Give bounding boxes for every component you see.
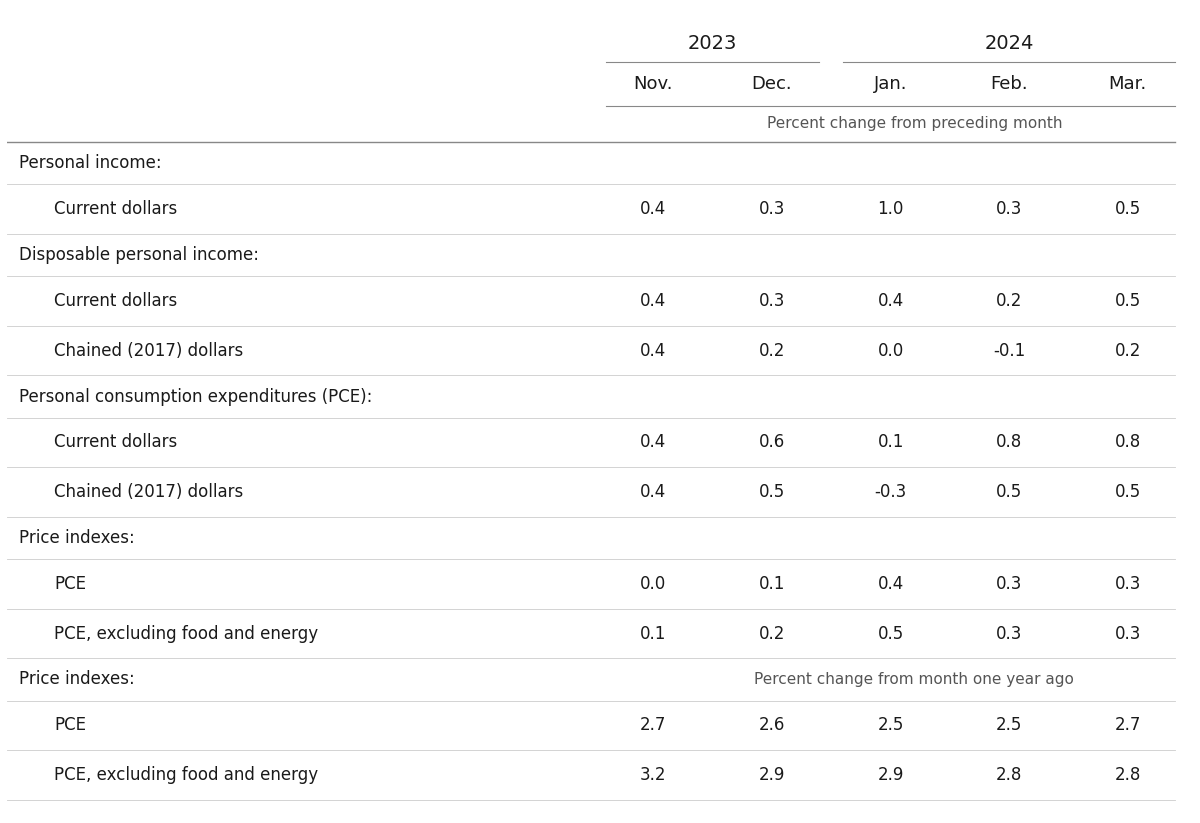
Text: 0.3: 0.3 [996, 625, 1022, 643]
Text: 0.4: 0.4 [641, 434, 666, 452]
Text: 0.3: 0.3 [1115, 575, 1141, 593]
Text: 3.2: 3.2 [640, 766, 667, 784]
Text: 0.4: 0.4 [877, 292, 904, 310]
Text: 0.5: 0.5 [1115, 292, 1141, 310]
Text: 0.1: 0.1 [877, 434, 904, 452]
Text: 0.3: 0.3 [996, 575, 1022, 593]
Text: 0.5: 0.5 [996, 483, 1022, 501]
Text: PCE, excluding food and energy: PCE, excluding food and energy [54, 625, 318, 643]
Text: PCE: PCE [54, 716, 86, 734]
Text: 0.2: 0.2 [1115, 342, 1141, 360]
Text: 2.8: 2.8 [996, 766, 1022, 784]
Text: 0.8: 0.8 [1115, 434, 1141, 452]
Text: Price indexes:: Price indexes: [19, 529, 134, 547]
Text: Personal consumption expenditures (PCE):: Personal consumption expenditures (PCE): [19, 388, 372, 406]
Text: 0.5: 0.5 [877, 625, 904, 643]
Text: 0.8: 0.8 [996, 434, 1022, 452]
Text: 0.1: 0.1 [640, 625, 666, 643]
Text: 2.8: 2.8 [1115, 766, 1141, 784]
Text: 2024: 2024 [984, 34, 1034, 53]
Text: 2.9: 2.9 [758, 766, 785, 784]
Text: 0.2: 0.2 [758, 625, 785, 643]
Text: 0.0: 0.0 [641, 575, 666, 593]
Text: Jan.: Jan. [874, 75, 907, 93]
Text: PCE, excluding food and energy: PCE, excluding food and energy [54, 766, 318, 784]
Text: Dec.: Dec. [751, 75, 792, 93]
Text: Percent change from month one year ago: Percent change from month one year ago [755, 672, 1074, 687]
Text: Nov.: Nov. [634, 75, 673, 93]
Text: 0.4: 0.4 [877, 575, 904, 593]
Text: 0.4: 0.4 [641, 200, 666, 218]
Text: PCE: PCE [54, 575, 86, 593]
Text: 0.3: 0.3 [758, 292, 785, 310]
Text: 0.4: 0.4 [641, 292, 666, 310]
Text: 0.3: 0.3 [1115, 625, 1141, 643]
Text: 0.2: 0.2 [758, 342, 785, 360]
Text: Disposable personal income:: Disposable personal income: [19, 246, 259, 264]
Text: 2.7: 2.7 [640, 716, 666, 734]
Text: 0.4: 0.4 [641, 483, 666, 501]
Text: 0.5: 0.5 [758, 483, 785, 501]
Text: 0.5: 0.5 [1115, 200, 1141, 218]
Text: 1.0: 1.0 [877, 200, 904, 218]
Text: 2023: 2023 [688, 34, 737, 53]
Text: Feb.: Feb. [990, 75, 1028, 93]
Text: Personal income:: Personal income: [19, 154, 162, 172]
Text: Percent change from preceding month: Percent change from preceding month [767, 116, 1062, 131]
Text: 2.6: 2.6 [758, 716, 785, 734]
Text: 0.4: 0.4 [641, 342, 666, 360]
Text: -0.3: -0.3 [875, 483, 907, 501]
Text: Price indexes:: Price indexes: [19, 671, 134, 689]
Text: 0.5: 0.5 [1115, 483, 1141, 501]
Text: 2.5: 2.5 [877, 716, 904, 734]
Text: 0.6: 0.6 [758, 434, 785, 452]
Text: 0.2: 0.2 [996, 292, 1022, 310]
Text: 2.9: 2.9 [877, 766, 904, 784]
Text: 2.7: 2.7 [1115, 716, 1141, 734]
Text: -0.1: -0.1 [994, 342, 1025, 360]
Text: 2.5: 2.5 [996, 716, 1022, 734]
Text: 0.3: 0.3 [996, 200, 1022, 218]
Text: Mar.: Mar. [1109, 75, 1147, 93]
Text: Current dollars: Current dollars [54, 434, 178, 452]
Text: 0.1: 0.1 [758, 575, 785, 593]
Text: Chained (2017) dollars: Chained (2017) dollars [54, 483, 244, 501]
Text: Current dollars: Current dollars [54, 292, 178, 310]
Text: 0.0: 0.0 [877, 342, 904, 360]
Text: Current dollars: Current dollars [54, 200, 178, 218]
Text: Chained (2017) dollars: Chained (2017) dollars [54, 342, 244, 360]
Text: 0.3: 0.3 [758, 200, 785, 218]
